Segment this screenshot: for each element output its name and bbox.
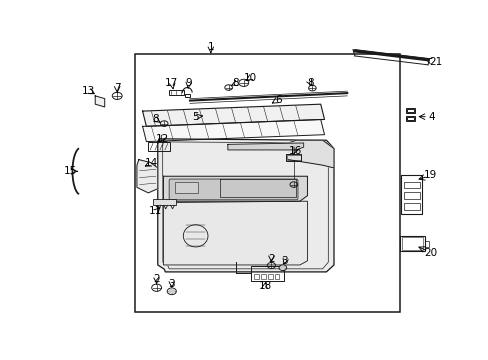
Bar [274,274,279,279]
Text: 21: 21 [428,57,442,67]
Text: 2: 2 [267,255,274,264]
Bar [405,108,414,113]
Text: 4: 4 [427,112,434,122]
Bar [401,175,422,214]
Polygon shape [142,104,324,126]
Bar [403,181,419,188]
Bar [169,90,183,95]
Text: 11: 11 [149,207,162,216]
FancyBboxPatch shape [169,179,297,200]
Text: 17: 17 [165,78,178,89]
Text: 1: 1 [207,42,214,52]
Bar [401,237,422,250]
Text: 5: 5 [192,112,199,122]
Text: 7: 7 [114,83,120,93]
Text: 8: 8 [306,78,313,88]
Bar [267,274,272,279]
Bar [285,154,301,161]
Text: 16: 16 [288,146,301,156]
Text: 12: 12 [156,134,169,144]
Bar [424,242,428,247]
Polygon shape [142,120,324,141]
Text: 9: 9 [185,78,191,88]
Circle shape [169,289,174,293]
Bar [261,274,265,279]
Polygon shape [227,143,303,150]
Bar [175,182,197,193]
Bar [153,199,176,205]
Bar [251,266,283,281]
Polygon shape [95,96,104,107]
Text: 10: 10 [244,73,257,82]
Polygon shape [137,159,158,193]
Text: 8: 8 [232,78,238,88]
Text: 15: 15 [64,166,77,176]
Bar [184,94,189,97]
Polygon shape [163,176,307,201]
Bar [403,192,419,199]
Polygon shape [158,139,333,272]
Text: 14: 14 [144,158,158,168]
Bar [405,116,414,121]
Text: 3: 3 [168,279,175,288]
Text: 13: 13 [82,86,95,96]
Bar [406,109,413,112]
Text: 6: 6 [275,95,282,105]
Text: 18: 18 [258,281,271,291]
Text: 20: 20 [423,248,436,258]
Bar [254,274,259,279]
Polygon shape [288,140,333,168]
Circle shape [280,266,285,269]
Text: 3: 3 [281,256,287,266]
Bar [403,203,419,210]
Bar [135,54,400,312]
Polygon shape [163,201,307,265]
Bar [286,155,300,161]
Bar [400,236,424,251]
Text: 8: 8 [151,114,158,124]
Bar [147,142,170,151]
Text: 19: 19 [423,170,436,180]
Bar [406,117,413,120]
Text: 2: 2 [153,274,160,284]
